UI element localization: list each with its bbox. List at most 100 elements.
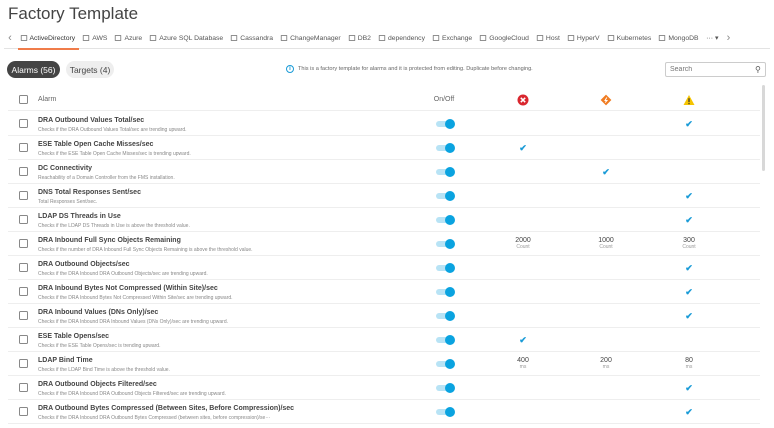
table-row: DRA Outbound Objects/sec Checks if the DR… — [8, 256, 760, 280]
onoff-toggle[interactable] — [436, 167, 455, 177]
warning-threshold: 300 Count — [659, 232, 719, 256]
threshold-unit: Count — [599, 244, 613, 250]
tab-changemanager[interactable]: ChangeManager — [277, 28, 345, 49]
tab-azure-sql-database[interactable]: Azure SQL Database — [146, 28, 227, 49]
threshold-unit: Count — [682, 244, 696, 250]
targets-chip[interactable]: Targets (4) — [66, 61, 114, 78]
tab-label: dependency — [387, 34, 425, 42]
tab-activedirectory[interactable]: ActiveDirectory — [16, 28, 79, 50]
alarm-description: Checks if the DRA Inbound DRA Outbound O… — [38, 270, 208, 277]
info-message: i This is a factory template for alarms … — [286, 65, 533, 73]
table-row: DRA Outbound Bytes Compressed (Between S… — [8, 400, 760, 424]
tab-label: AWS — [92, 34, 108, 42]
onoff-toggle[interactable] — [436, 311, 455, 321]
search-input[interactable] — [665, 62, 766, 77]
row-checkbox[interactable] — [19, 119, 28, 128]
tab-icon — [658, 34, 666, 42]
tab-mongodb[interactable]: MongoDB — [655, 28, 702, 49]
tab-label: ChangeManager — [290, 34, 341, 42]
tab-host[interactable]: Host — [532, 28, 563, 49]
onoff-toggle[interactable] — [436, 239, 455, 249]
tab-label: Exchange — [441, 34, 473, 42]
tab-cassandra[interactable]: Cassandra — [227, 28, 277, 49]
threshold-unit: ms — [519, 364, 527, 370]
search-icon[interactable]: ⚲ — [755, 65, 761, 74]
tab-kubernetes[interactable]: Kubernetes — [603, 28, 655, 49]
tab-azure[interactable]: Azure — [111, 28, 146, 49]
major-icon — [600, 94, 612, 106]
tab-icon — [378, 34, 386, 42]
onoff-toggle[interactable] — [436, 263, 455, 273]
info-icon: i — [286, 65, 294, 73]
alarm-description: Checks if the DRA Outbound Values Total/… — [38, 126, 187, 133]
tab-icon — [280, 34, 288, 42]
row-checkbox[interactable] — [19, 191, 28, 200]
tab-icon — [479, 34, 487, 42]
tab-icon — [607, 34, 615, 42]
table-header: Alarm On/Off — [8, 88, 760, 111]
row-checkbox[interactable] — [19, 311, 28, 320]
row-checkbox[interactable] — [19, 263, 28, 272]
tab-aws[interactable]: AWS — [79, 28, 111, 49]
onoff-toggle[interactable] — [436, 143, 455, 153]
major-check-icon: ✔ — [602, 167, 610, 177]
warning-check-icon: ✔ — [685, 215, 693, 225]
tab-dependency[interactable]: dependency — [374, 28, 428, 49]
row-checkbox[interactable] — [19, 143, 28, 152]
tabs-scroll-left-button[interactable]: ‹ — [8, 32, 12, 44]
table-row: LDAP Bind Time Checks if the LDAP Bind Ti… — [8, 352, 760, 376]
scrollbar[interactable] — [762, 85, 765, 171]
row-checkbox[interactable] — [19, 359, 28, 368]
onoff-toggle[interactable] — [436, 215, 455, 225]
info-text: This is a factory template for alarms an… — [298, 66, 533, 72]
onoff-toggle[interactable] — [436, 383, 455, 393]
alarm-description: Checks if the DRA Inbound DRA Inbound Va… — [38, 318, 229, 325]
onoff-toggle[interactable] — [436, 335, 455, 345]
tab-hyperv[interactable]: HyperV — [563, 28, 603, 49]
page-title: Factory Template — [8, 4, 139, 23]
row-checkbox[interactable] — [19, 167, 28, 176]
critical-threshold: 2000 Count — [493, 232, 553, 256]
row-checkbox[interactable] — [19, 407, 28, 416]
tab-db2[interactable]: DB2 — [344, 28, 374, 49]
tab-icon — [567, 34, 575, 42]
alarm-description: Checks if the LDAP DS Threads in Use is … — [38, 222, 190, 229]
alarms-chip[interactable]: Alarms (56) — [7, 61, 60, 78]
integration-tabs: ‹ ActiveDirectory AWS Azure Azure SQL Datab… — [4, 28, 770, 50]
onoff-toggle[interactable] — [436, 191, 455, 201]
tab-icon — [432, 34, 440, 42]
tab-googlecloud[interactable]: GoogleCloud — [476, 28, 533, 49]
alarm-name: DRA Inbound Bytes Not Compressed (Within… — [38, 285, 218, 292]
onoff-column-header: On/Off — [433, 96, 455, 103]
onoff-toggle[interactable] — [436, 359, 455, 369]
tab-exchange[interactable]: Exchange — [428, 28, 475, 49]
alarm-name: ESE Table Opens/sec — [38, 333, 110, 340]
warning-check-icon: ✔ — [685, 407, 693, 417]
onoff-toggle[interactable] — [436, 119, 455, 129]
row-checkbox[interactable] — [19, 215, 28, 224]
alarm-column-header: Alarm — [38, 96, 57, 103]
table-row: DNS Total Responses Sent/sec Total Respon… — [8, 184, 760, 208]
alarm-name: DRA Inbound Full Sync Objects Remaining — [38, 237, 181, 244]
row-checkbox[interactable] — [19, 287, 28, 296]
alarm-description: Checks if the ESE Table Opens/sec is tre… — [38, 342, 161, 349]
alarm-description: Reachability of a Domain Controller from… — [38, 174, 175, 181]
onoff-toggle[interactable] — [436, 407, 455, 417]
table-row: LDAP DS Threads in Use Checks if the LDAP… — [8, 208, 760, 232]
warning-check-icon: ✔ — [685, 191, 693, 201]
table-row: DRA Outbound Values Total/sec Checks if t… — [8, 112, 760, 136]
alarm-name: DRA Outbound Objects Filtered/sec — [38, 381, 157, 388]
select-all-checkbox[interactable] — [19, 95, 28, 104]
more-tabs-dropdown[interactable]: ··· ▾ — [706, 35, 719, 42]
table-row: DRA Inbound Full Sync Objects Remaining C… — [8, 232, 760, 256]
threshold-value: 200 — [600, 357, 612, 364]
table-row: ESE Table Opens/sec Checks if the ESE Tab… — [8, 328, 760, 352]
row-checkbox[interactable] — [19, 335, 28, 344]
tabs-scroll-right-button[interactable]: › — [726, 32, 731, 44]
onoff-toggle[interactable] — [436, 287, 455, 297]
row-checkbox[interactable] — [19, 383, 28, 392]
table-row: DRA Inbound Bytes Not Compressed (Within… — [8, 280, 760, 304]
tab-icon — [20, 34, 28, 42]
row-checkbox[interactable] — [19, 239, 28, 248]
table-row: DC Connectivity Reachability of a Domain … — [8, 160, 760, 184]
